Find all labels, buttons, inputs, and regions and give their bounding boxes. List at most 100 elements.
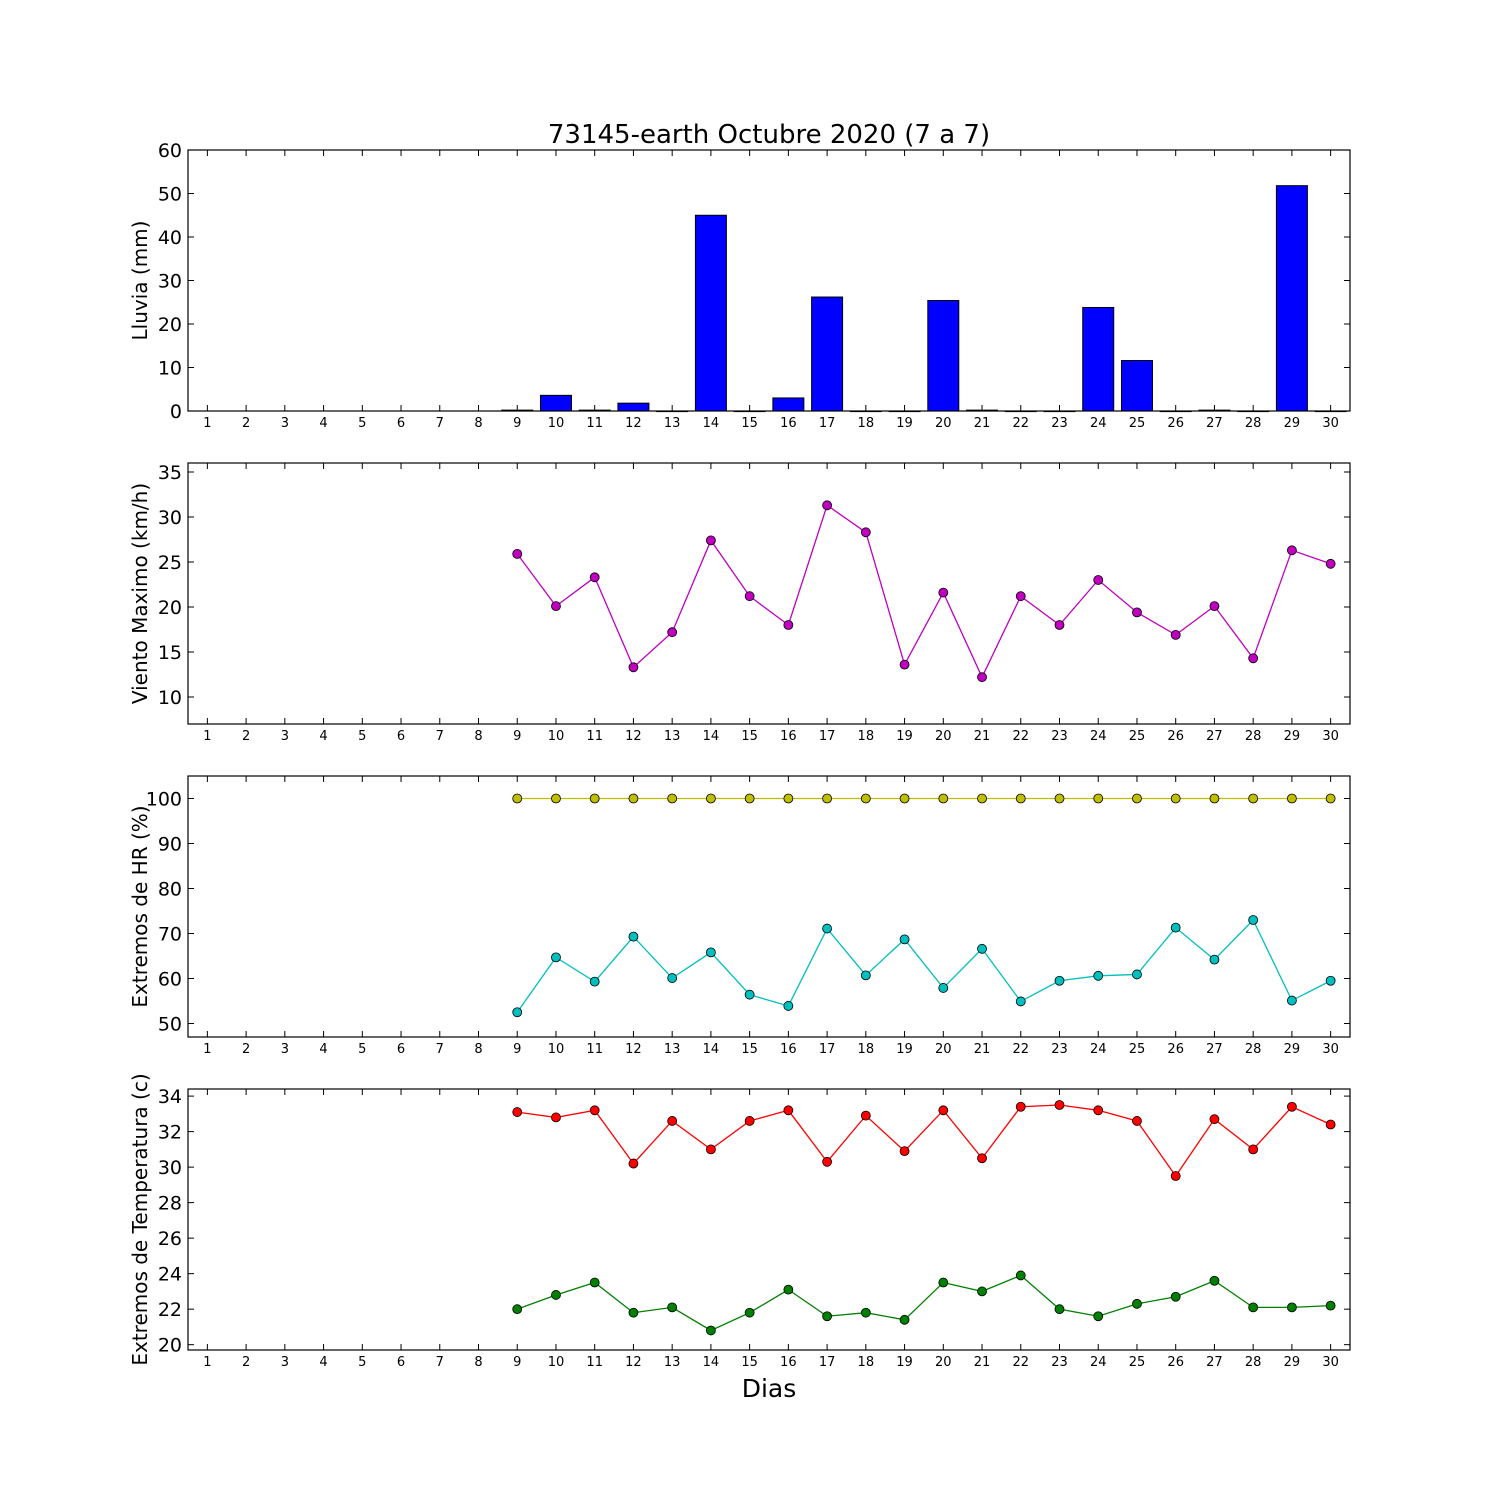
humidity-xtick-label: 19 (896, 1042, 913, 1057)
humidity-xtick-label: 14 (703, 1042, 720, 1057)
rain-xtick-label: 30 (1322, 416, 1339, 431)
temperature-series-2-line (517, 1274, 1331, 1332)
temperature-xtick-label: 12 (625, 1355, 642, 1370)
wind-xtick-label: 21 (974, 729, 991, 744)
temperature-xtick-label: 7 (436, 1355, 444, 1370)
rain-xtick-label: 20 (935, 416, 952, 431)
temperature-series-2-point (1170, 1291, 1181, 1302)
rain-ytick-label: 60 (158, 140, 182, 162)
humidity-xtick-label: 26 (1167, 1042, 1184, 1057)
rain-xtick-label: 18 (858, 416, 875, 431)
wind-frame (187, 462, 1351, 725)
humidity-series-2-point (822, 923, 832, 934)
temperature-xtick-label: 9 (513, 1355, 521, 1370)
humidity-xtick-label: 9 (513, 1042, 521, 1057)
wind-series-1-point (706, 535, 716, 546)
wind-series-1-point (1325, 558, 1336, 569)
humidity-series-2-point (1132, 969, 1142, 980)
humidity-series-1-point (744, 793, 755, 804)
temperature-xtick-label: 28 (1245, 1355, 1262, 1370)
humidity-series-2-point (1325, 975, 1336, 986)
humidity-xtick-label: 2 (242, 1042, 250, 1057)
rain-bar (1120, 360, 1153, 412)
humidity-series-2-point (706, 947, 716, 958)
humidity-series-1-point (938, 793, 949, 804)
wind-xtick-label: 29 (1284, 729, 1301, 744)
humidity-series-2-point (628, 931, 639, 942)
humidity-xtick-label: 22 (1012, 1042, 1029, 1057)
temperature-series-1-point (1015, 1101, 1026, 1112)
rain-xtick-label: 3 (281, 416, 289, 431)
wind-series-1-point (551, 601, 561, 611)
humidity-xtick-label: 13 (664, 1042, 681, 1057)
rain-xtick-label: 24 (1090, 416, 1107, 431)
wind-xtick-label: 18 (858, 729, 875, 744)
humidity-series-1-point (551, 793, 561, 804)
temperature-series-2-point (1132, 1298, 1142, 1309)
humidity-ytick-label: 100 (146, 789, 182, 811)
humidity-xtick-label: 12 (625, 1042, 642, 1057)
humidity-xtick-label: 17 (819, 1042, 836, 1057)
rain-bar (617, 402, 650, 412)
rain-xtick-label: 5 (358, 416, 366, 431)
temperature-series-1-point (860, 1110, 871, 1121)
rain-xtick-label: 4 (319, 416, 327, 431)
rain-xtick-label: 1 (203, 416, 211, 431)
temperature-xtick-label: 19 (896, 1355, 913, 1370)
temperature-series-1-point (1248, 1144, 1259, 1155)
humidity-xtick-label: 7 (436, 1042, 444, 1057)
wind-xtick-label: 12 (625, 729, 642, 744)
humidity-series-2-point (589, 976, 600, 987)
temperature-series-1-point (938, 1105, 949, 1116)
humidity-xtick-label: 21 (974, 1042, 991, 1057)
rain-xtick-label: 29 (1284, 416, 1301, 431)
rain-ytick-label: 50 (158, 184, 182, 206)
rain-xtick-label: 6 (397, 416, 405, 431)
humidity-series-2-point (977, 943, 987, 954)
wind-xtick-label: 25 (1129, 729, 1146, 744)
rain-xtick-label: 2 (242, 416, 250, 431)
rain-bar (1082, 306, 1115, 412)
rain-xtick-label: 9 (513, 416, 521, 431)
humidity-xtick-label: 24 (1090, 1042, 1107, 1057)
wind-xtick-label: 30 (1322, 729, 1339, 744)
temperature-series-2-point (706, 1325, 716, 1336)
humidity-series-2-point (1054, 975, 1065, 986)
wind-xtick-label: 15 (741, 729, 758, 744)
humidity-xtick-label: 27 (1206, 1042, 1223, 1057)
humidity-series-1-point (860, 793, 871, 804)
wind-series-1-point (822, 500, 832, 511)
temperature-xtick-label: 23 (1051, 1355, 1068, 1370)
temperature-xtick-label: 11 (586, 1355, 603, 1370)
wind-xtick-label: 26 (1167, 729, 1184, 744)
temperature-series-2-point (1015, 1270, 1026, 1281)
temperature-series-2-point (1325, 1300, 1336, 1311)
rain-bar (1275, 185, 1308, 412)
humidity-xtick-label: 18 (858, 1042, 875, 1057)
humidity-series-2-point (551, 952, 561, 963)
temperature-series-1-point (1093, 1105, 1104, 1116)
humidity-xtick-label: 29 (1284, 1042, 1301, 1057)
humidity-xtick-label: 23 (1051, 1042, 1068, 1057)
rain-xtick-label: 27 (1206, 416, 1223, 431)
temperature-series-1-point (744, 1116, 755, 1126)
humidity-frame (187, 775, 1351, 1038)
wind-xtick-label: 28 (1245, 729, 1262, 744)
humidity-series-1-point (822, 793, 832, 804)
rain-xtick-label: 25 (1129, 416, 1146, 431)
temperature-series-2-point (1209, 1275, 1220, 1286)
humidity-y-axis-label: Extremos de HR (%) (128, 805, 152, 1007)
temperature-ytick-label: 26 (158, 1228, 182, 1250)
temperature-xtick-label: 4 (319, 1355, 327, 1370)
humidity-series-2-point (1015, 996, 1026, 1007)
humidity-series-1-point (628, 793, 639, 804)
humidity-series-1-point (977, 793, 987, 804)
rain-xtick-label: 12 (625, 416, 642, 431)
temperature-xtick-label: 21 (974, 1355, 991, 1370)
temperature-series-2-point (744, 1307, 755, 1318)
figure-title: 73145-earth Octubre 2020 (7 a 7) (548, 120, 990, 150)
wind-xtick-label: 3 (281, 729, 289, 744)
temperature-series-1-point (706, 1144, 716, 1155)
